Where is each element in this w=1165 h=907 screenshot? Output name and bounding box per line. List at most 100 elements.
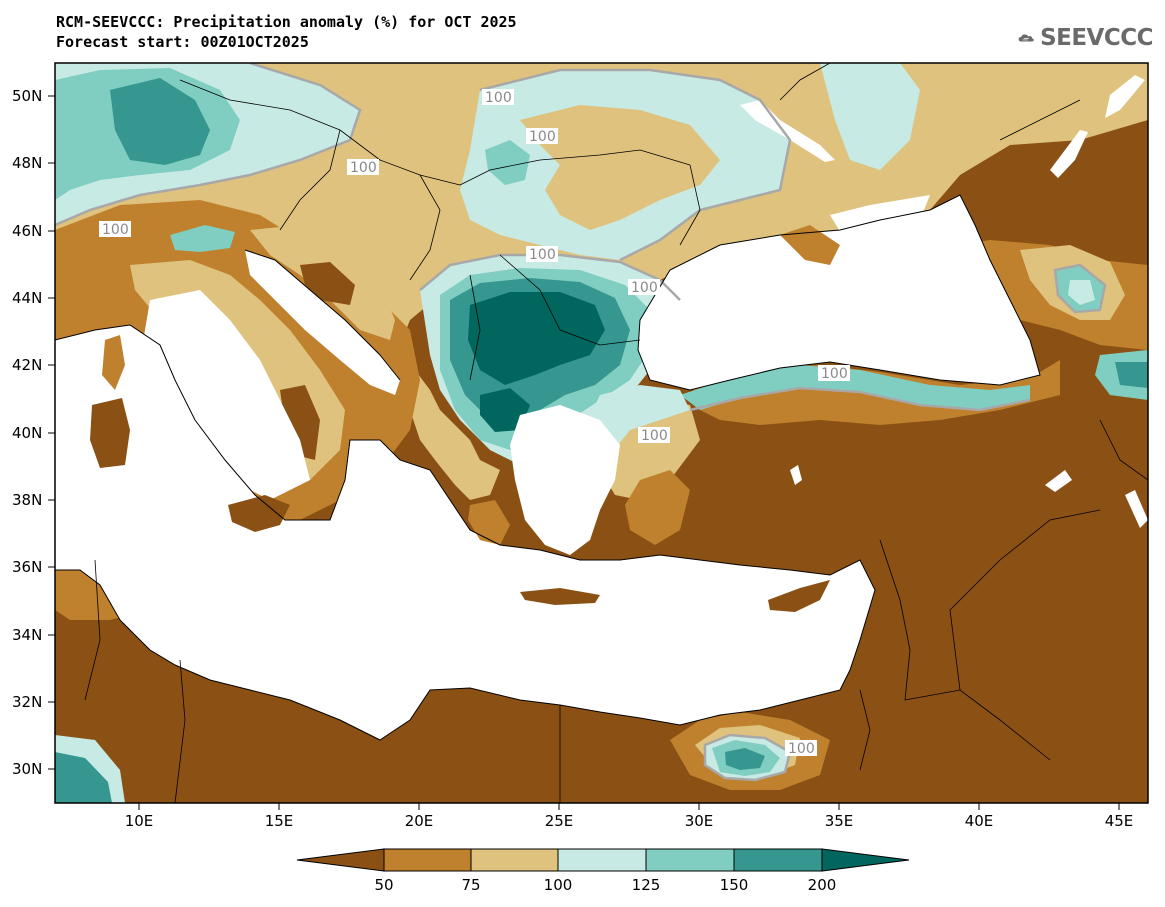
lat-tick: 42N (12, 356, 55, 374)
zone-algeria-wet (55, 752, 112, 803)
lat-tick: 32N (12, 693, 55, 711)
colorbar-label: 75 (461, 876, 480, 894)
svg-text:25E: 25E (545, 812, 574, 830)
svg-text:48N: 48N (12, 154, 42, 172)
logo-text: SEEVCCC (1040, 25, 1153, 51)
svg-text:100: 100 (529, 129, 556, 145)
svg-text:34N: 34N (12, 626, 42, 644)
sea-mediterranean (55, 325, 875, 740)
zone-greece-north-extreme-wet (480, 388, 530, 432)
zone-southern-italy-dry-patch (280, 385, 320, 460)
colorbar-arrow-high (821, 848, 910, 872)
svg-text:100: 100 (102, 222, 129, 238)
colorbar-bin-125-150 (645, 848, 735, 872)
lat-tick: 40N (12, 424, 55, 442)
svg-text:42N: 42N (12, 356, 42, 374)
contour-label: 100 (526, 128, 558, 145)
lon-axis: 10E 15E 20E 25E 30E 35E 40E 45E (125, 803, 1133, 830)
svg-text:100: 100 (821, 366, 848, 382)
svg-text:32N: 32N (12, 693, 42, 711)
contour-label-group: 100 100 100 100 100 100 100 100 100 (99, 89, 850, 757)
colorbar-label: 100 (544, 876, 573, 894)
sea-tyrrhenian (140, 290, 310, 500)
svg-text:100: 100 (529, 247, 556, 263)
colorbar-bin-150-200 (733, 848, 823, 872)
svg-text:50N: 50N (12, 87, 42, 105)
island-corsica (102, 335, 125, 390)
seevccc-logo: SEEVCCC (1018, 20, 1153, 56)
lat-tick: 50N (12, 87, 55, 105)
country-borders (84, 63, 1148, 803)
zone-carpathian-wet (485, 140, 530, 185)
colorbar-labels: 50 75 100 125 150 200 (374, 876, 836, 894)
lon-tick: 20E (405, 803, 434, 830)
zone-balkan-extreme-wet (468, 292, 605, 385)
contour-label: 100 (99, 221, 131, 238)
svg-text:30N: 30N (12, 760, 42, 778)
zone-russia-slightly-wet (820, 63, 920, 170)
contour-label: 100 (818, 365, 850, 382)
lon-tick: 45E (1105, 803, 1133, 830)
island-crimea (780, 225, 840, 265)
svg-text:44N: 44N (12, 289, 42, 307)
lon-tick: 40E (965, 803, 994, 830)
lat-tick: 44N (12, 289, 55, 307)
title-line-main: RCM-SEEVCCC: Precipitation anomaly (%) f… (56, 13, 517, 31)
lat-tick: 46N (12, 222, 55, 240)
sea-adriatic (245, 250, 400, 395)
colorbar-bin-50-75 (383, 848, 472, 872)
island-cyprus (768, 580, 830, 612)
svg-text:100: 100 (485, 90, 512, 106)
svg-text:100: 100 (641, 428, 668, 444)
lat-tick: 48N (12, 154, 55, 172)
contour-label: 100 (482, 89, 514, 106)
title-line-forecast-start: Forecast start: 00Z01OCT2025 (56, 33, 309, 51)
colorbar-label: 50 (374, 876, 393, 894)
colorbar-bin-75-100 (470, 848, 559, 872)
colorbar-bin-100-125 (557, 848, 647, 872)
zone-east-black-sea-very-wet (1115, 362, 1148, 388)
map-plot-area (55, 63, 1148, 803)
zone-ukraine-inner-slightly-dry (520, 105, 720, 230)
zone-turkey-coast-wet (680, 365, 1030, 410)
svg-text:40E: 40E (965, 812, 994, 830)
coastlines (55, 194, 1041, 741)
lon-tick: 10E (125, 803, 154, 830)
sea-aegean (510, 405, 620, 555)
contour-label: 100 (526, 246, 558, 263)
lon-tick: 30E (685, 803, 713, 830)
svg-text:20E: 20E (405, 812, 434, 830)
lon-tick: 25E (545, 803, 574, 830)
zone-balkan-dry-patch (300, 262, 355, 305)
lat-axis: 50N 48N 46N 44N 42N 40N 38N 36N 34N 32N … (12, 87, 55, 778)
colorbar-label: 150 (720, 876, 749, 894)
zone-egypt-very-wet (725, 748, 765, 770)
svg-text:15E: 15E (265, 812, 294, 830)
svg-text:40N: 40N (12, 424, 42, 442)
island-crete (520, 588, 600, 605)
svg-text:35E: 35E (825, 812, 854, 830)
contour-label: 100 (628, 279, 660, 296)
island-sicily (228, 495, 290, 532)
lon-tick: 15E (265, 803, 294, 830)
svg-text:100: 100 (788, 741, 815, 757)
lon-tick: 35E (825, 803, 854, 830)
contour-lines-100 (55, 63, 1107, 782)
zone-georgia-slightly-wet (1068, 280, 1095, 305)
svg-text:38N: 38N (12, 491, 42, 509)
sea-azov (830, 195, 930, 240)
lat-tick: 38N (12, 491, 55, 509)
island-sardinia (90, 398, 130, 468)
colorbar-legend (296, 848, 910, 872)
map-title: RCM-SEEVCCC: Precipitation anomaly (%) f… (56, 12, 517, 52)
contour-label: 100 (347, 159, 379, 176)
zone-aegean-dry (625, 470, 690, 545)
colorbar-label: 200 (808, 876, 837, 894)
zone-alps-very-wet (110, 78, 210, 165)
svg-text:10E: 10E (125, 812, 154, 830)
svg-text:100: 100 (631, 280, 658, 296)
lat-tick: 30N (12, 760, 55, 778)
svg-text:46N: 46N (12, 222, 42, 240)
colorbar-arrow-low (296, 848, 385, 872)
